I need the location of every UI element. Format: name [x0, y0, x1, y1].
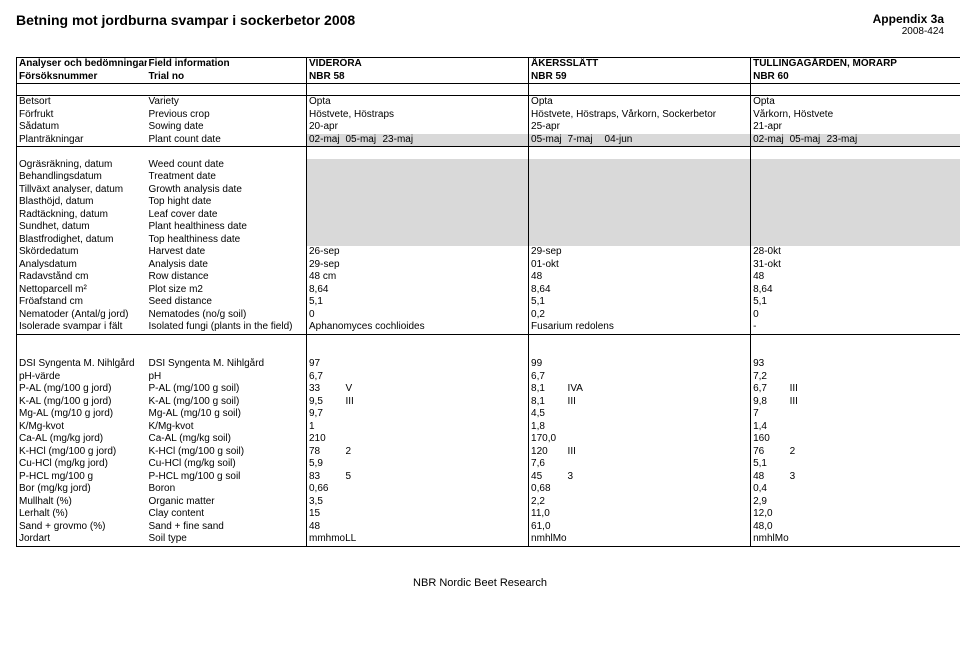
page-header: Betning mot jordburna svampar i sockerbe…	[16, 12, 944, 37]
appendix-label: Appendix 3a	[873, 12, 944, 26]
appendix-code: 2008-424	[873, 26, 944, 37]
appendix-box: Appendix 3a 2008-424	[873, 12, 944, 37]
page-title: Betning mot jordburna svampar i sockerbe…	[16, 12, 355, 28]
footer-text: NBR Nordic Beet Research	[16, 577, 944, 589]
data-table: Analyser och bedömningarField informatio…	[16, 57, 960, 547]
